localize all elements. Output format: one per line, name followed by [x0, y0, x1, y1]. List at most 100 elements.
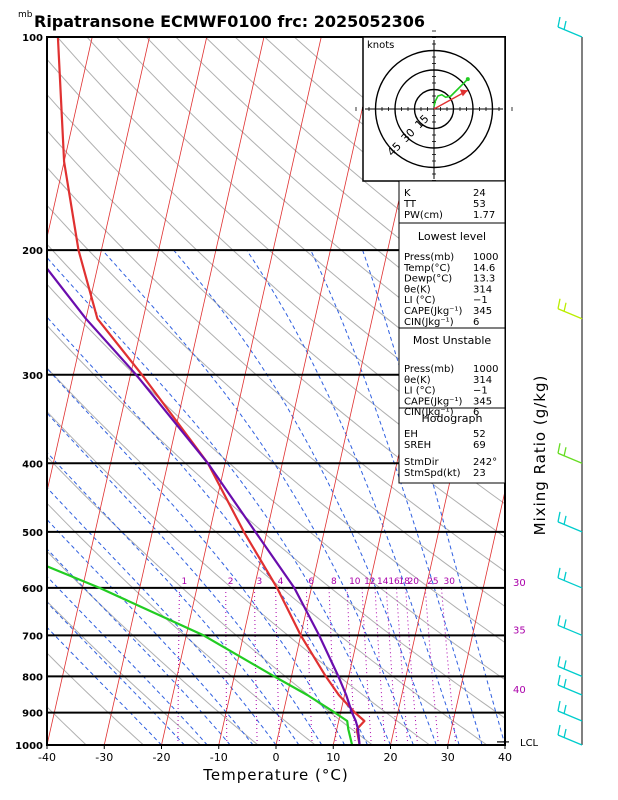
y-tick-label: 700 — [22, 631, 43, 642]
mixing-ratio-label: 16 — [388, 577, 400, 587]
index-label: Dewp(°C) — [404, 274, 452, 285]
wind-barb — [557, 656, 583, 677]
x-tick-label: 20 — [384, 751, 398, 764]
index-value: 53 — [473, 199, 486, 210]
mixing-ratio-label: 8 — [331, 577, 337, 587]
wind-barb — [557, 443, 583, 464]
mixing-ratio-label: 2 — [228, 577, 234, 587]
index-label: θe(K) — [404, 284, 431, 295]
dry-adiabat — [47, 550, 259, 745]
x-axis-label: Temperature (°C) — [202, 766, 348, 784]
lcl-label: LCL — [520, 738, 539, 749]
index-label: CAPE(Jkg⁻¹) — [404, 396, 462, 407]
index-value: 6 — [473, 317, 479, 328]
moist-adiabat — [47, 626, 162, 745]
index-value: 314 — [473, 284, 492, 295]
wind-barb — [557, 567, 583, 589]
wind-barb-flag — [557, 700, 561, 712]
index-value: 1.77 — [473, 210, 495, 221]
index-value: 6 — [473, 407, 479, 418]
moist-adiabat — [47, 575, 208, 745]
index-label: PW(cm) — [404, 210, 443, 221]
index-label: LI (°C) — [404, 295, 436, 306]
moist-adiabat — [47, 451, 300, 745]
isotherm — [504, 743, 505, 745]
wind-barb — [557, 16, 583, 38]
mixing-ratio-label: 6 — [308, 577, 314, 587]
isotherm — [447, 489, 505, 745]
wind-barb-flag — [557, 656, 561, 667]
y-tick-label: 400 — [22, 459, 43, 470]
wind-barb — [557, 700, 583, 722]
moist-adiabat — [47, 256, 391, 745]
index-label: CAPE(Jkg⁻¹) — [404, 306, 462, 317]
index-value: 14.6 — [473, 263, 495, 274]
wind-barb-flag — [563, 678, 567, 689]
mixing-ratio-label: 20 — [408, 577, 420, 587]
index-label: θe(K) — [404, 375, 431, 386]
dry-adiabat — [47, 324, 505, 719]
parcel-profile — [47, 266, 361, 745]
index-label: Press(mb) — [404, 364, 454, 375]
storm-motion-arrowhead — [459, 89, 468, 97]
index-value: 345 — [473, 306, 492, 317]
dry-adiabat — [47, 129, 505, 538]
dry-adiabat — [47, 204, 505, 608]
wind-barb — [557, 511, 583, 533]
index-label: TT — [403, 199, 417, 210]
wind-barb-flag — [557, 298, 561, 309]
moist-adiabat — [47, 412, 323, 745]
indices-panel: K 24 TT 53 PW(cm) 1.77 Press(mb) 1000 Temp(°C) 14… — [398, 180, 506, 484]
isotherm — [47, 37, 150, 494]
moist-adiabat — [101, 249, 414, 745]
wind-barb-flag — [563, 660, 567, 670]
y-tick-label: 900 — [22, 709, 43, 720]
wind-barb-staff — [557, 26, 583, 38]
mixing-ratio-label: 10 — [349, 577, 361, 587]
mixing-ratio-label: 4 — [278, 577, 284, 587]
dry-adiabat — [47, 600, 202, 745]
most-unstable-header: Most Unstable — [413, 334, 492, 347]
hodograph-unit-label: knots — [367, 40, 394, 51]
axes: -40 -30 -20 -10 0 10 20 30 40 1000 900 800 700 600 500… — [15, 33, 538, 764]
dry-adiabat — [86, 37, 505, 410]
index-label: Temp(°C) — [403, 263, 451, 274]
wind-barb — [557, 298, 583, 320]
wind-barb-flag — [563, 20, 567, 31]
wind-barb-flag — [557, 16, 561, 28]
y-tick-label: 100 — [22, 33, 43, 44]
hodograph-trace-end — [465, 77, 470, 82]
chart-title: Ripatransone ECMWF0100 frc: 2025052306 — [34, 12, 425, 31]
dry-adiabat — [47, 283, 505, 681]
isotherm — [103, 37, 265, 745]
moist-adiabat — [47, 518, 254, 745]
temperature-profile — [56, 37, 366, 745]
x-tick-label: -40 — [38, 751, 56, 764]
mixing-ratio-label: 30 — [443, 577, 455, 587]
mixing-ratio-label: 25 — [427, 577, 438, 587]
isotherm — [47, 37, 93, 240]
isotherm — [47, 37, 208, 745]
index-value: 314 — [473, 375, 492, 386]
index-value: 24 — [473, 188, 486, 199]
x-tick-label: -30 — [95, 751, 113, 764]
isotherm — [161, 37, 322, 745]
wind-barb-flag — [563, 728, 567, 739]
wind-barb-flag — [563, 619, 567, 629]
index-value: 69 — [473, 440, 486, 451]
moist-adiabat — [47, 367, 346, 745]
index-label: EH — [404, 429, 418, 440]
wind-barb-flag — [557, 567, 561, 579]
dry-adiabat — [47, 93, 505, 505]
x-tick-label: 30 — [441, 751, 455, 764]
index-label: K — [404, 188, 411, 199]
dry-adiabat — [47, 58, 505, 473]
index-label: Press(mb) — [404, 252, 454, 263]
mixing-ratio-line — [275, 587, 280, 745]
mixing-ratio-label: 14 — [377, 577, 389, 587]
x-tick-label: -20 — [153, 751, 171, 764]
y-tick-label: 800 — [22, 672, 43, 683]
mixing-ratio-label: 18 — [398, 577, 410, 587]
wind-barb-flag — [557, 674, 561, 686]
